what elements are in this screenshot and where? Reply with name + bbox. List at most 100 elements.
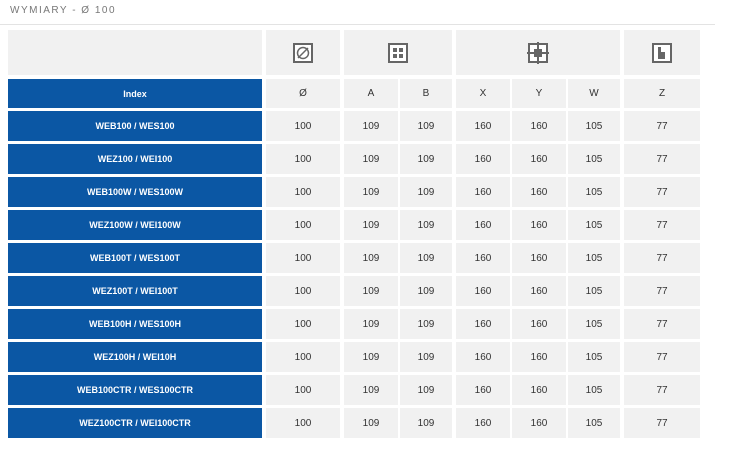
cell-value: 100: [266, 276, 340, 306]
cell-value: 105: [568, 408, 620, 438]
cell-value: 160: [456, 144, 510, 174]
cell-value: 109: [400, 309, 452, 339]
cell-value: 100: [266, 111, 340, 141]
cell-value: 100: [266, 144, 340, 174]
index-header: Index: [8, 79, 262, 108]
cell-value: 105: [568, 309, 620, 339]
cell-value: 77: [624, 144, 700, 174]
cell-value: 105: [568, 243, 620, 273]
cell-value: 160: [512, 243, 566, 273]
row-index: WEB100CTR / WES100CTR: [8, 375, 262, 405]
cell-value: 160: [456, 342, 510, 372]
icon-cell: [456, 30, 620, 75]
cell-value: 109: [344, 243, 398, 273]
section-title: WYMIARY - Ø 100: [10, 5, 117, 16]
cell-value: 109: [400, 342, 452, 372]
row-index: WEZ100W / WEI100W: [8, 210, 262, 240]
cell-value: 109: [344, 408, 398, 438]
cell-value: 77: [624, 276, 700, 306]
cell-value: 160: [456, 408, 510, 438]
row-index: WEZ100CTR / WEI100CTR: [8, 408, 262, 438]
cell-value: 105: [568, 375, 620, 405]
cell-value: 100: [266, 342, 340, 372]
blank-cell: [8, 30, 262, 75]
cell-value: 109: [344, 144, 398, 174]
diameter-icon: [293, 42, 313, 63]
cell-value: 109: [400, 111, 452, 141]
cell-value: 100: [266, 177, 340, 207]
cell-value: 109: [400, 177, 452, 207]
cell-value: 160: [456, 111, 510, 141]
cell-value: 77: [624, 210, 700, 240]
icon-cell: [266, 30, 340, 75]
cell-value: 109: [344, 309, 398, 339]
row-index: WEZ100T / WEI100T: [8, 276, 262, 306]
cell-value: 105: [568, 210, 620, 240]
cell-value: 100: [266, 408, 340, 438]
column-header: Z: [624, 79, 700, 108]
cell-value: 160: [456, 276, 510, 306]
cell-value: 77: [624, 375, 700, 405]
cell-value: 109: [400, 210, 452, 240]
icon-cell: [344, 30, 452, 75]
cell-value: 105: [568, 111, 620, 141]
cell-value: 77: [624, 177, 700, 207]
cell-value: 160: [456, 243, 510, 273]
cell-value: 105: [568, 144, 620, 174]
column-header: Ø: [266, 79, 340, 108]
column-header: Y: [512, 79, 566, 108]
cell-value: 160: [512, 408, 566, 438]
cell-value: 100: [266, 210, 340, 240]
cell-value: 160: [456, 210, 510, 240]
cell-value: 100: [266, 243, 340, 273]
cell-value: 77: [624, 342, 700, 372]
cell-value: 105: [568, 177, 620, 207]
cell-value: 160: [456, 375, 510, 405]
cell-value: 105: [568, 342, 620, 372]
cell-value: 160: [512, 375, 566, 405]
row-index: WEZ100 / WEI100: [8, 144, 262, 174]
cell-value: 160: [512, 342, 566, 372]
cell-value: 109: [344, 276, 398, 306]
cell-value: 100: [266, 375, 340, 405]
cell-value: 105: [568, 276, 620, 306]
cell-value: 109: [344, 177, 398, 207]
column-header: B: [400, 79, 452, 108]
z-icon: [652, 42, 672, 63]
cell-value: 160: [512, 210, 566, 240]
cell-value: 109: [400, 144, 452, 174]
cell-value: 109: [344, 375, 398, 405]
cell-value: 109: [400, 276, 452, 306]
row-index: WEB100T / WES100T: [8, 243, 262, 273]
xyw-icon: [527, 41, 549, 64]
cell-value: 77: [624, 309, 700, 339]
cell-value: 100: [266, 309, 340, 339]
cell-value: 160: [512, 276, 566, 306]
cell-value: 109: [400, 408, 452, 438]
row-index: WEB100W / WES100W: [8, 177, 262, 207]
ab-icon: [388, 42, 408, 63]
cell-value: 109: [344, 111, 398, 141]
column-header: W: [568, 79, 620, 108]
column-header: A: [344, 79, 398, 108]
cell-value: 77: [624, 408, 700, 438]
cell-value: 160: [456, 309, 510, 339]
cell-value: 109: [344, 342, 398, 372]
row-index: WEZ100H / WEI10H: [8, 342, 262, 372]
row-index: WEB100H / WES100H: [8, 309, 262, 339]
column-header: X: [456, 79, 510, 108]
cell-value: 77: [624, 243, 700, 273]
divider: [0, 24, 715, 25]
cell-value: 160: [512, 177, 566, 207]
cell-value: 160: [512, 309, 566, 339]
cell-value: 77: [624, 111, 700, 141]
cell-value: 109: [344, 210, 398, 240]
cell-value: 160: [456, 177, 510, 207]
cell-value: 109: [400, 375, 452, 405]
icon-cell: [624, 30, 700, 75]
row-index: WEB100 / WES100: [8, 111, 262, 141]
cell-value: 109: [400, 243, 452, 273]
cell-value: 160: [512, 111, 566, 141]
cell-value: 160: [512, 144, 566, 174]
